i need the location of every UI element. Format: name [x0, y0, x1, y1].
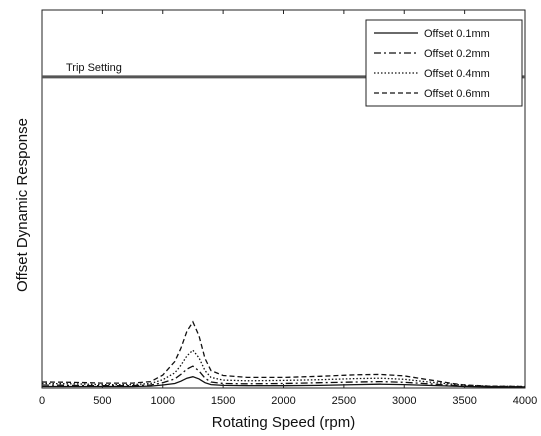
- series-line-4: [41, 320, 526, 388]
- x-axis-title: Rotating Speed (rpm): [212, 414, 355, 431]
- x-tick-label: 2500: [332, 395, 356, 407]
- x-axis-ticks: 0 500 1000 1500 2000 2500 3000 3500 4000: [39, 10, 537, 407]
- x-tick-label: 1500: [211, 395, 235, 407]
- legend-label-1: Offset 0.1mm: [424, 28, 490, 40]
- x-tick-label: 3000: [392, 395, 416, 407]
- legend-label-4: Offset 0.6mm: [424, 88, 490, 100]
- legend-label-3: Offset 0.4mm: [424, 68, 490, 80]
- x-tick-label: 0: [39, 395, 45, 407]
- y-axis-title: Offset Dynamic Response: [14, 118, 31, 292]
- series-line-1: [42, 376, 525, 388]
- series-group: [41, 320, 526, 388]
- x-tick-label: 500: [93, 395, 111, 407]
- legend: Offset 0.1mm Offset 0.2mm Offset 0.4mm Offs…: [365, 19, 523, 107]
- x-tick-label: 4000: [513, 395, 537, 407]
- legend-box: [365, 19, 523, 107]
- x-tick-label: 3500: [452, 395, 476, 407]
- legend-label-2: Offset 0.2mm: [424, 48, 490, 60]
- trip-setting-label: Trip Setting: [66, 62, 122, 74]
- x-tick-label: 1000: [151, 395, 175, 407]
- x-tick-label: 2000: [271, 395, 295, 407]
- series-line-2: [41, 365, 526, 388]
- series-line-3: [41, 349, 526, 388]
